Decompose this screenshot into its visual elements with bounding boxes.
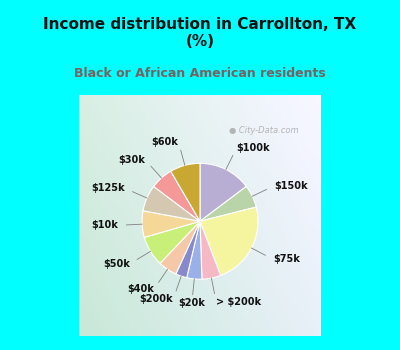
Text: ● City-Data.com: ● City-Data.com bbox=[229, 126, 299, 135]
Text: $50k: $50k bbox=[103, 259, 130, 269]
Wedge shape bbox=[154, 171, 200, 221]
Text: $40k: $40k bbox=[127, 284, 154, 294]
Text: $200k: $200k bbox=[140, 294, 173, 304]
Wedge shape bbox=[200, 207, 258, 275]
Text: $60k: $60k bbox=[152, 137, 178, 147]
Wedge shape bbox=[200, 221, 221, 279]
Wedge shape bbox=[200, 163, 246, 221]
Text: $150k: $150k bbox=[274, 181, 308, 191]
Text: $20k: $20k bbox=[178, 298, 205, 308]
Wedge shape bbox=[200, 187, 256, 221]
Wedge shape bbox=[176, 221, 200, 278]
Wedge shape bbox=[142, 211, 200, 237]
Wedge shape bbox=[160, 221, 200, 274]
Text: > $200k: > $200k bbox=[216, 297, 261, 307]
Text: $75k: $75k bbox=[273, 254, 300, 264]
Text: Black or African American residents: Black or African American residents bbox=[74, 67, 326, 80]
Text: $100k: $100k bbox=[237, 143, 270, 153]
Wedge shape bbox=[144, 221, 200, 263]
Wedge shape bbox=[143, 187, 200, 221]
Text: $30k: $30k bbox=[118, 155, 145, 165]
Text: $10k: $10k bbox=[91, 220, 118, 230]
Text: Income distribution in Carrollton, TX
(%): Income distribution in Carrollton, TX (%… bbox=[44, 17, 356, 49]
Text: $125k: $125k bbox=[91, 183, 125, 193]
Wedge shape bbox=[187, 221, 202, 279]
Wedge shape bbox=[171, 163, 200, 221]
